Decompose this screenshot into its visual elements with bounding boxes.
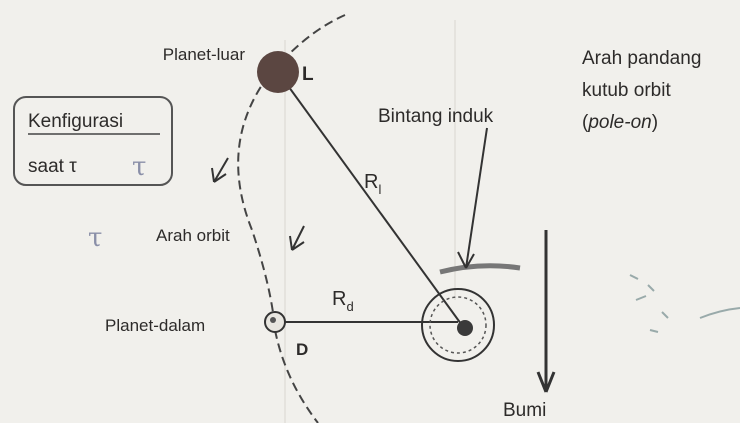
r-main: R bbox=[364, 171, 378, 193]
italic: pole-on bbox=[587, 112, 651, 133]
handwriting: τ bbox=[88, 223, 102, 253]
outer-planet bbox=[257, 51, 299, 93]
label: Bumi bbox=[503, 400, 546, 421]
handwriting: τ bbox=[132, 152, 146, 182]
label: L bbox=[302, 64, 314, 85]
label: kutub orbit bbox=[582, 80, 671, 101]
inner-planet-dot bbox=[270, 317, 276, 323]
r-sub: l bbox=[378, 182, 381, 197]
r-sub: d bbox=[346, 299, 353, 314]
label: Planet-dalam bbox=[105, 316, 205, 335]
label: D bbox=[296, 340, 308, 359]
diagram: Planet-luar L Kenfigurasi saat τ τ Binta… bbox=[0, 0, 740, 423]
label: Kenfigurasi bbox=[28, 111, 123, 132]
paren: ) bbox=[652, 112, 658, 133]
label: (pole-on) bbox=[582, 112, 658, 133]
r-main: R bbox=[332, 288, 346, 310]
label: saat τ bbox=[28, 156, 77, 177]
star-core bbox=[457, 320, 473, 336]
label: Bintang induk bbox=[378, 106, 494, 127]
label: Arah orbit bbox=[156, 226, 230, 245]
label: Arah pandang bbox=[582, 48, 701, 69]
label: Planet-luar bbox=[163, 45, 246, 64]
